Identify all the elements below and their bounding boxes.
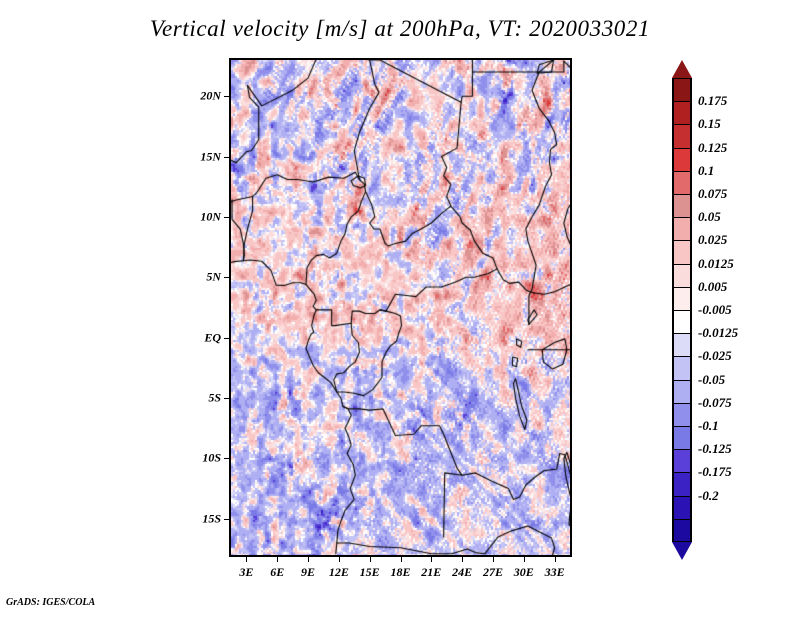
colorbar-band	[672, 495, 692, 519]
longitude-tick-mark	[338, 557, 340, 562]
colorbar-tick-label: -0.175	[698, 464, 732, 480]
colorbar-band	[672, 101, 692, 125]
colorbar-tick-label: 0.075	[698, 186, 728, 201]
colorbar-band	[672, 194, 692, 218]
colorbar-band	[672, 472, 692, 496]
colorbar-tick-label: -0.025	[698, 348, 732, 364]
colorbar-tick-label: -0.125	[698, 441, 732, 457]
longitude-tick-label: 15E	[359, 565, 380, 579]
colorbar-tick-label: 0.0125	[698, 255, 734, 271]
grads-attribution: GrADS: IGES/COLA	[6, 597, 96, 608]
longitude-tick-mark	[462, 557, 464, 562]
latitude-tick-mark	[224, 518, 229, 520]
colorbar-max-arrow	[672, 60, 692, 78]
longitude-tick-mark	[246, 557, 248, 562]
latitude-tick-mark	[224, 458, 229, 460]
latitude-tick-label: EQ	[204, 330, 221, 345]
colorbar-tick-label: -0.0125	[698, 325, 739, 341]
map-plot-area	[229, 58, 572, 557]
latitude-tick-label: 15S	[202, 511, 221, 526]
colorbar-band	[672, 78, 692, 102]
latitude-tick-mark	[224, 216, 229, 218]
colorbar-tick-label: 0.125	[698, 139, 728, 155]
longitude-tick-mark	[277, 557, 279, 562]
colorbar-tick-label: 0.1	[698, 162, 715, 178]
latitude-tick-label: 15N	[200, 149, 221, 164]
colorbar-band	[672, 518, 692, 542]
longitude-tick-label: 6E	[270, 565, 285, 579]
colorbar: 0.175 0.15 0.125 0.1 0.075 0.05 0.025 0.0125 0.0…	[672, 60, 738, 560]
colorbar-tick-label: -0.05	[698, 371, 726, 387]
colorbar-band	[672, 426, 692, 450]
colorbar-band	[672, 333, 692, 357]
colorbar-tick-label: 0.175	[698, 93, 728, 109]
page-title: Vertical velocity [m/s] at 200hPa, VT: 2…	[149, 16, 651, 41]
colorbar-tick-label: -0.005	[698, 302, 732, 317]
longitude-tick-label: 24E	[452, 565, 473, 579]
longitude-tick-mark	[431, 557, 433, 562]
latitude-tick-mark	[224, 398, 229, 400]
colorbar-tick-label: 0.15	[698, 116, 721, 132]
latitude-tick-label: 5N	[206, 269, 221, 284]
colorbar-band	[672, 310, 692, 334]
latitude-tick-mark	[224, 96, 229, 98]
longitude-tick-label: 3E	[239, 565, 254, 579]
longitude-tick-mark	[369, 557, 371, 562]
longitude-tick-mark	[492, 557, 494, 562]
colorbar-band	[672, 217, 692, 241]
country-borders-overlay	[231, 60, 570, 555]
colorbar-band	[672, 449, 692, 473]
latitude-tick-mark	[224, 337, 229, 339]
latitude-tick-mark	[224, 277, 229, 279]
colorbar-tick-label: 0.05	[698, 209, 721, 225]
latitude-tick-label: 10S	[202, 450, 221, 465]
colorbar-tick-label: -0.075	[698, 394, 732, 410]
latitude-tick-label: 20N	[200, 88, 221, 103]
colorbar-tick-label: -0.1	[698, 418, 719, 433]
longitude-tick-label: 33E	[544, 565, 565, 579]
longitude-tick-mark	[554, 557, 556, 562]
longitude-tick-label: 27E	[482, 565, 503, 579]
colorbar-tick-label: 0.005	[698, 278, 728, 294]
longitude-tick-mark	[400, 557, 402, 562]
colorbar-tick-label: -0.2	[698, 487, 719, 503]
colorbar-band	[672, 124, 692, 148]
longitude-tick-label: 18E	[390, 565, 411, 579]
longitude-tick-label: 30E	[513, 565, 534, 579]
colorbar-tick-label: 0.025	[698, 232, 728, 248]
colorbar-band	[672, 286, 692, 310]
latitude-tick-mark	[224, 156, 229, 158]
colorbar-min-arrow	[672, 542, 692, 560]
longitude-tick-mark	[308, 557, 310, 562]
colorbar-band	[672, 263, 692, 287]
colorbar-band	[672, 402, 692, 426]
longitude-tick-label: 9E	[301, 565, 316, 579]
latitude-tick-label: 5S	[208, 390, 221, 405]
longitude-tick-mark	[523, 557, 525, 562]
colorbar-band	[672, 240, 692, 264]
colorbar-band	[672, 170, 692, 194]
longitude-tick-label: 12E	[328, 565, 349, 579]
longitude-tick-label: 21E	[421, 565, 442, 579]
colorbar-band	[672, 147, 692, 171]
colorbar-band	[672, 356, 692, 380]
latitude-tick-label: 10N	[200, 209, 221, 224]
colorbar-band	[672, 379, 692, 403]
